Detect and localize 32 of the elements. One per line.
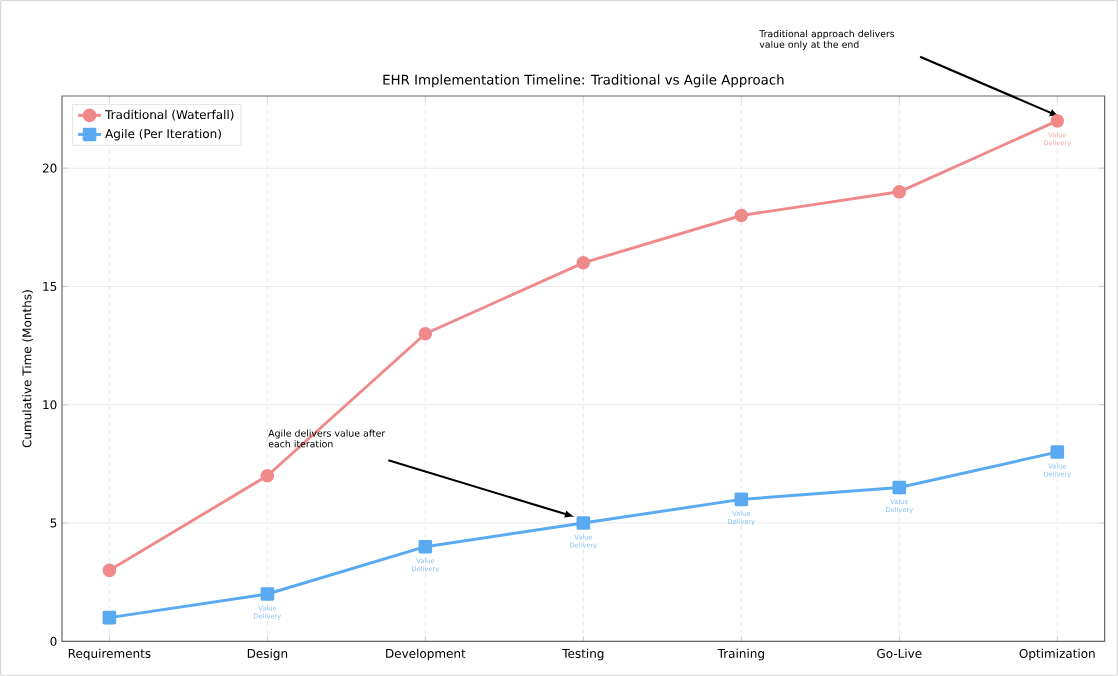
x-tick-label: Design — [247, 648, 288, 661]
x-tick-label: Optimization — [1019, 648, 1095, 661]
point — [102, 610, 117, 625]
legend-label: Agile (Per Iteration) — [105, 128, 221, 141]
chart-title: EHR Implementation Timeline: Traditional vs Agile Approach — [383, 74, 784, 88]
point — [576, 255, 591, 270]
point — [102, 563, 117, 578]
point — [734, 492, 749, 507]
point — [1050, 445, 1065, 459]
legend-label: Traditional (Waterfall) — [105, 109, 234, 121]
y-tick-label: 20 — [42, 163, 57, 173]
y-axis-title: Cumulative Time (Months) — [22, 290, 33, 448]
point — [418, 539, 433, 554]
x-tick-label: Development — [386, 648, 466, 661]
point — [576, 516, 591, 530]
x-tick-label: Requirements — [68, 648, 151, 661]
y-tick-label: 5 — [50, 518, 57, 528]
point — [260, 587, 275, 601]
annotation: Agile delivers value after each iteration — [268, 429, 386, 448]
point — [892, 480, 907, 495]
y-tick-label: 10 — [43, 400, 57, 410]
x-tick-label: Training — [717, 648, 764, 661]
point — [892, 185, 907, 199]
y-tick-label: 15 — [43, 282, 57, 291]
point — [418, 326, 433, 341]
point — [734, 208, 749, 223]
text: Traditional approach delivers value only at the end — [759, 29, 895, 50]
y-tick-label: 0 — [50, 636, 57, 646]
x-tick-label: Go-Live — [877, 648, 922, 658]
x-tick-label: Testing — [562, 648, 604, 661]
point — [260, 468, 275, 483]
point — [1050, 114, 1065, 128]
